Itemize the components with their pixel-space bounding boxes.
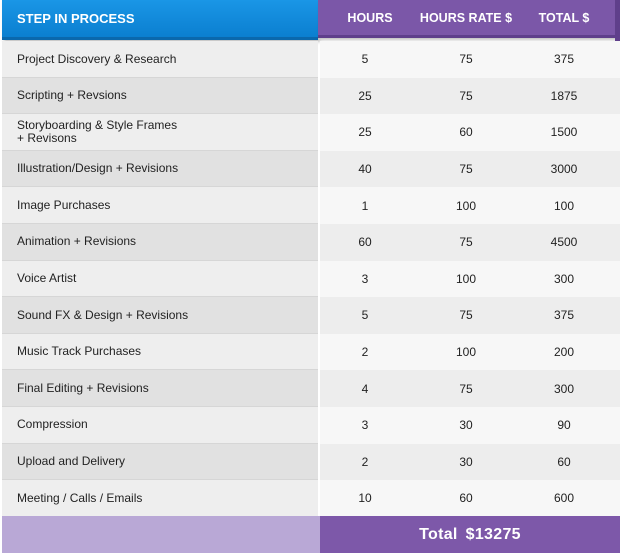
header-hours: HOURS (347, 11, 393, 25)
total-cell: 300 (553, 271, 575, 286)
numeric-cells-background (320, 77, 620, 115)
numeric-cells-background (320, 406, 620, 444)
step-cell: Image Purchases (2, 187, 318, 224)
table-row: Sound FX & Design + Revisions 5 75 375 (0, 297, 620, 334)
table-body: Project Discovery & Research 5 75 375 Script… (0, 41, 620, 517)
rate-cell: 30 (459, 454, 473, 469)
table-row: Final Editing + Revisions 4 75 300 (0, 370, 620, 407)
numeric-cells-background (320, 150, 620, 188)
hours-cell: 1 (361, 198, 369, 213)
rate-cell: 100 (455, 271, 477, 286)
hours-cell: 25 (358, 88, 372, 103)
table-row: Image Purchases 1 100 100 (0, 187, 620, 224)
numeric-cells-background (320, 370, 620, 407)
numeric-cells-background (320, 480, 620, 517)
rate-cell: 75 (459, 88, 473, 103)
numeric-cells-background (320, 297, 620, 334)
step-cell: Storyboarding & Style Frames + Revisons (2, 114, 318, 151)
hours-cell: 60 (358, 235, 372, 250)
step-cell: Final Editing + Revisions (2, 370, 318, 407)
table-row: Compression 3 30 90 (0, 406, 620, 444)
footer-total-label: Total (419, 525, 458, 543)
rate-cell: 75 (459, 52, 473, 67)
total-cell: 375 (553, 52, 575, 67)
rate-cell: 75 (459, 162, 473, 177)
rate-cell: 75 (459, 235, 473, 250)
rate-cell: 75 (459, 308, 473, 323)
header-step-in-process: STEP IN PROCESS (2, 0, 318, 40)
hours-cell: 40 (358, 162, 372, 177)
rate-cell: 60 (459, 125, 473, 140)
total-cell: 600 (553, 491, 575, 506)
rate-cell: 30 (459, 418, 473, 433)
numeric-cells-background (320, 114, 620, 151)
total-cell: 200 (553, 345, 575, 360)
hours-cell: 2 (361, 345, 369, 360)
table-row: Voice Artist 3 100 300 (0, 260, 620, 298)
total-cell: 90 (557, 418, 571, 433)
table-row: Storyboarding & Style Frames + Revisons 2… (0, 114, 620, 151)
step-cell: Scripting + Revsions (2, 77, 318, 115)
rate-cell: 100 (455, 198, 477, 213)
step-cell: Music Track Purchases (2, 333, 318, 371)
hours-cell: 2 (361, 454, 369, 469)
table-row: Scripting + Revsions 25 75 1875 (0, 77, 620, 115)
rate-cell: 60 (459, 491, 473, 506)
table-row: Animation + Revisions 60 75 4500 (0, 223, 620, 261)
numeric-cells-background (320, 260, 620, 298)
total-cell: 100 (553, 198, 575, 213)
rate-cell: 100 (455, 345, 477, 360)
hours-cell: 3 (361, 418, 369, 433)
step-cell: Illustration/Design + Revisions (2, 150, 318, 188)
table-row: Project Discovery & Research 5 75 375 (0, 41, 620, 78)
numeric-cells-background (320, 443, 620, 481)
footer-total-value: $13275 (465, 525, 521, 543)
hours-cell: 5 (361, 308, 369, 323)
table-row: Upload and Delivery 2 30 60 (0, 443, 620, 481)
total-cell: 300 (553, 381, 575, 396)
step-cell: Meeting / Calls / Emails (2, 480, 318, 517)
step-cell: Upload and Delivery (2, 443, 318, 481)
step-cell: Project Discovery & Research (2, 41, 318, 78)
table-row: Meeting / Calls / Emails 10 60 600 (0, 480, 620, 517)
footer-left-band (2, 516, 320, 553)
numeric-cells-background (320, 333, 620, 371)
header-numeric-columns: HOURS HOURS RATE $ TOTAL $ (318, 0, 620, 41)
total-cell: 1875 (550, 88, 578, 103)
hours-cell: 3 (361, 271, 369, 286)
footer-total: Total $13275 (320, 516, 620, 553)
table-row: Illustration/Design + Revisions 40 75 3000 (0, 150, 620, 188)
rate-cell: 75 (459, 381, 473, 396)
header-step-label: STEP IN PROCESS (17, 11, 135, 26)
hours-cell: 10 (358, 491, 372, 506)
total-cell: 375 (553, 308, 575, 323)
step-cell: Compression (2, 406, 318, 444)
step-cell: Sound FX & Design + Revisions (2, 297, 318, 334)
total-cell: 3000 (550, 162, 578, 177)
total-cell: 1500 (550, 125, 578, 140)
header-total: TOTAL $ (538, 11, 590, 25)
numeric-cells-background (320, 223, 620, 261)
header-hours-rate: HOURS RATE $ (419, 11, 513, 25)
step-cell: Animation + Revisions (2, 223, 318, 261)
total-cell: 60 (557, 454, 571, 469)
hours-cell: 4 (361, 381, 369, 396)
hours-cell: 25 (358, 125, 372, 140)
numeric-cells-background (320, 187, 620, 224)
total-cell: 4500 (550, 235, 578, 250)
numeric-cells-background (320, 41, 620, 78)
table-row: Music Track Purchases 2 100 200 (0, 333, 620, 371)
step-cell: Voice Artist (2, 260, 318, 298)
hours-cell: 5 (361, 52, 369, 67)
